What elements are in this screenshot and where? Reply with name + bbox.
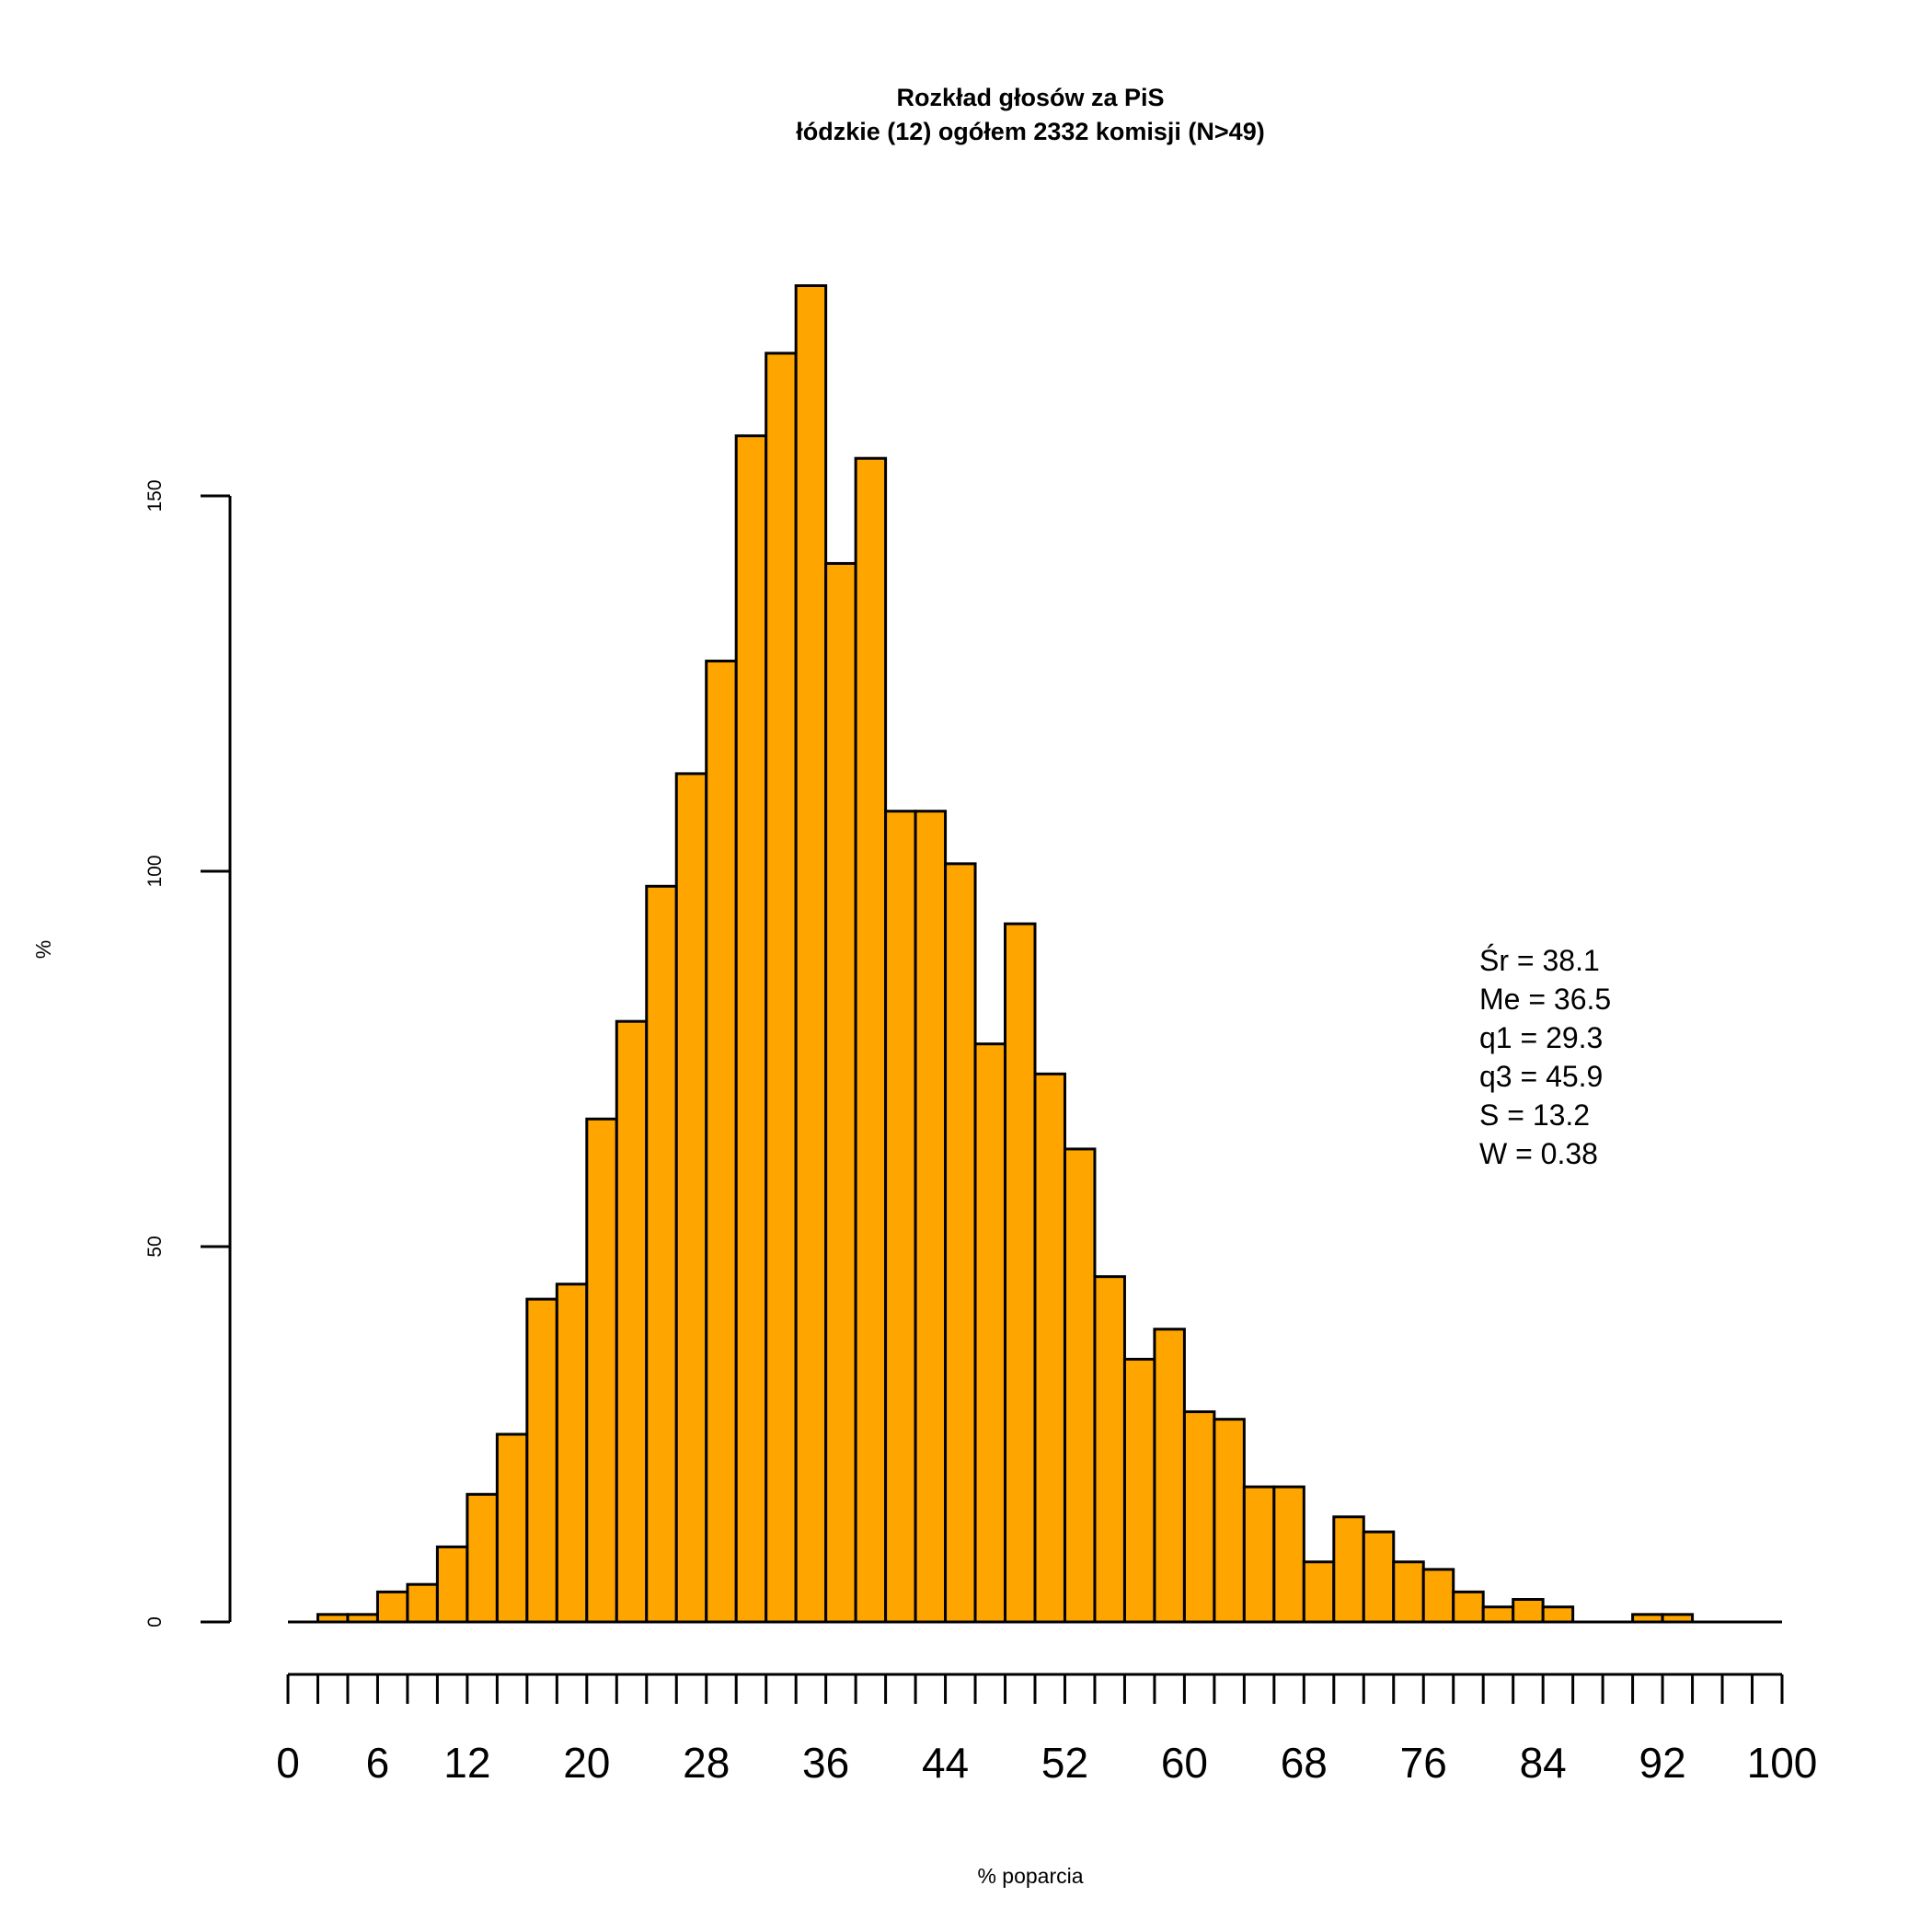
x-tick-label-76: 76 [1400,1739,1447,1787]
bar-44 [944,862,977,1624]
bar-78 [1452,1590,1485,1624]
x-axis: 0 6 12 20 28 36 44 52 60 68 76 84 92 100 [276,1673,1818,1787]
bar-68 [1302,1560,1336,1624]
bar-32 [765,351,798,1624]
bar-38 [854,456,888,1624]
bar-58 [1153,1328,1186,1624]
bar-6 [375,1590,409,1624]
bars-group [288,284,1782,1624]
bar-42 [914,810,948,1624]
bar-40 [884,810,917,1624]
stat-q3: q3 = 45.9 [1479,1060,1603,1093]
x-tick-label-44: 44 [922,1739,969,1787]
y-tick-label-50: 50 [144,1236,166,1257]
y-tick-label-0: 0 [144,1616,166,1627]
y-tick-label-100: 100 [144,855,166,887]
bar-14 [495,1432,529,1624]
bar-50 [1033,1072,1066,1624]
bar-20 [585,1117,618,1624]
chart-subtitle: łódzkie (12) ogółem 2332 komisji (N>49) [796,118,1264,145]
bar-84 [1541,1605,1575,1624]
x-tick-label-20: 20 [563,1739,610,1787]
bar-66 [1272,1485,1305,1624]
bar-54 [1093,1275,1126,1624]
x-tick-label-68: 68 [1281,1739,1328,1787]
x-tick-label-12: 12 [443,1739,490,1787]
bar-82 [1512,1598,1545,1624]
bar-52 [1063,1147,1097,1624]
bar-76 [1421,1568,1455,1624]
bar-34 [794,284,828,1624]
stat-mean: Śr = 38.1 [1479,944,1600,977]
bar-56 [1122,1357,1156,1624]
bar-8 [406,1582,439,1624]
x-tick-label-84: 84 [1520,1739,1567,1787]
chart-title: Rozkład głosów za PiS [896,84,1164,111]
bar-18 [555,1282,589,1624]
bar-48 [1004,922,1037,1624]
x-tick-label-100: 100 [1747,1739,1818,1787]
bar-28 [705,660,738,1624]
bar-12 [466,1492,499,1624]
x-tick-label-52: 52 [1041,1739,1088,1787]
stats-box: Śr = 38.1 Me = 36.5 q1 = 29.3 q3 = 45.9 … [1479,944,1611,1170]
bar-30 [734,434,768,1624]
x-tick-label-36: 36 [802,1739,849,1787]
x-tick-label-28: 28 [683,1739,730,1787]
bar-46 [973,1042,1007,1624]
bar-10 [435,1545,469,1624]
x-axis-label: % poparcia [977,1864,1083,1888]
y-axis-label: % [31,940,55,959]
bar-36 [824,561,857,1624]
y-tick-label-150: 150 [144,479,166,512]
x-tick-label-6: 6 [366,1739,390,1787]
y-axis: 0 50 100 150 [144,479,232,1627]
bar-26 [674,772,708,1624]
bar-70 [1332,1515,1365,1624]
bar-60 [1182,1410,1216,1624]
bar-80 [1481,1605,1515,1624]
stat-q1: q1 = 29.3 [1479,1021,1603,1054]
x-tick-label-0: 0 [276,1739,300,1787]
bar-62 [1213,1418,1246,1624]
bar-64 [1242,1485,1276,1624]
bar-24 [645,884,678,1624]
x-tick-label-60: 60 [1161,1739,1208,1787]
stat-w: W = 0.38 [1479,1137,1598,1170]
bar-72 [1362,1530,1396,1624]
stat-sd: S = 13.2 [1479,1098,1590,1132]
bar-74 [1392,1560,1425,1624]
bar-22 [615,1019,649,1624]
stat-median: Me = 36.5 [1479,983,1611,1016]
bar-16 [525,1297,558,1624]
x-tick-label-92: 92 [1639,1739,1685,1787]
